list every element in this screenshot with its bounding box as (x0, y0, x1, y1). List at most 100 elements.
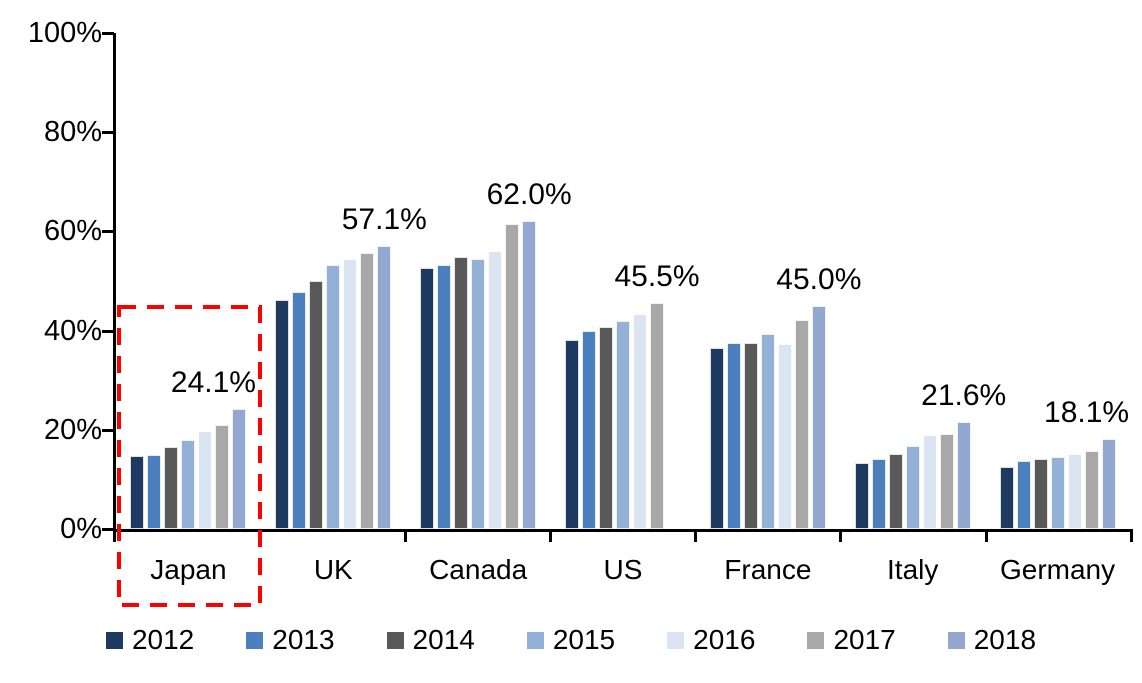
bar-germany-2015 (1050, 457, 1065, 529)
bar-canada-2012 (420, 267, 435, 529)
bar-us-2014 (599, 326, 613, 529)
bar-uk-2013 (292, 292, 307, 529)
bar-us-2015 (616, 321, 630, 529)
x-tick-mark (1130, 529, 1133, 542)
bar-germany-2012 (999, 467, 1014, 529)
bar-france-2018 (811, 305, 826, 529)
bar-italy-2017 (939, 434, 954, 529)
bar-japan-2017 (215, 424, 230, 529)
value-label-japan: 24.1% (170, 366, 256, 400)
y-tick-mark (102, 230, 114, 234)
bar-germany-2016 (1067, 453, 1082, 529)
bar-uk-2012 (275, 299, 290, 529)
bar-france-2014 (743, 342, 758, 529)
x-tick-mark (694, 529, 698, 542)
bar-us-2016 (633, 314, 647, 529)
bar-uk-2017 (360, 253, 375, 529)
value-label-canada: 62.0% (486, 178, 572, 212)
y-tick-mark (102, 32, 114, 35)
value-label-germany: 18.1% (1044, 396, 1130, 430)
legend-label: 2017 (833, 624, 896, 655)
bar-us-2013 (582, 330, 596, 529)
y-axis-tick-label: 80% (43, 116, 102, 149)
x-axis-category-label: France (724, 554, 812, 585)
x-axis-category-label: Canada (429, 554, 528, 585)
bar-italy-2013 (871, 459, 886, 529)
x-axis-category-label: Japan (150, 554, 227, 585)
bar-canada-2016 (488, 251, 503, 529)
bar-italy-2014 (888, 453, 903, 529)
x-axis-line (113, 529, 1133, 532)
bar-germany-2013 (1016, 461, 1031, 529)
legend-swatch-icon (386, 631, 404, 649)
legend-swatch-icon (947, 631, 965, 649)
x-tick-mark (258, 529, 262, 542)
bar-canada-2015 (471, 258, 486, 529)
x-tick-mark (839, 529, 843, 542)
x-axis-category-label: Germany (999, 554, 1116, 585)
bar-japan-2016 (198, 430, 213, 529)
bar-france-2017 (794, 319, 809, 529)
x-tick-mark (403, 529, 407, 542)
x-axis-category-label: Italy (887, 554, 939, 585)
y-tick-mark (102, 131, 114, 135)
x-axis-category-label: US (603, 554, 643, 585)
value-label-us: 45.5% (614, 260, 700, 294)
x-tick-mark (113, 529, 116, 542)
bar-us-2012 (565, 339, 579, 529)
legend-item-2017: 2017 (807, 623, 896, 657)
legend-item-2013: 2013 (246, 623, 335, 657)
bar-france-2012 (709, 348, 724, 529)
y-tick-mark (102, 428, 114, 432)
y-axis-tick-label: 60% (43, 215, 102, 248)
x-axis-category-label: UK (313, 554, 353, 585)
bar-france-2013 (726, 342, 741, 529)
y-axis-line (113, 33, 116, 532)
legend-label: 2016 (693, 624, 756, 655)
bar-germany-2017 (1084, 451, 1099, 529)
bar-canada-2018 (522, 221, 537, 529)
legend-swatch-icon (667, 631, 685, 649)
legend-label: 2018 (973, 624, 1037, 655)
y-tick-mark (102, 329, 114, 333)
bar-italy-2015 (905, 446, 920, 529)
legend-label: 2015 (552, 624, 616, 655)
legend-swatch-icon (807, 631, 825, 649)
bar-uk-2016 (343, 258, 358, 529)
legend-item-2015: 2015 (526, 623, 616, 657)
legend-swatch-icon (246, 631, 264, 649)
value-label-uk: 57.1% (341, 202, 427, 236)
bar-canada-2017 (505, 223, 520, 529)
legend-label: 2013 (272, 624, 335, 655)
bar-uk-2014 (309, 281, 324, 529)
bar-italy-2018 (956, 421, 971, 529)
bar-us-2017 (650, 303, 664, 529)
legend-label: 2014 (412, 624, 475, 655)
y-tick-mark (102, 528, 114, 531)
bar-japan-2012 (130, 455, 145, 529)
bar-italy-2012 (854, 463, 869, 529)
x-tick-mark (548, 529, 552, 542)
y-axis-tick-label: 40% (43, 314, 102, 347)
bar-uk-2015 (326, 265, 341, 529)
bar-canada-2014 (454, 257, 469, 529)
bar-germany-2018 (1101, 439, 1116, 529)
legend-label: 2012 (131, 624, 195, 655)
bar-uk-2018 (377, 245, 392, 529)
y-axis-tick-label: 0% (60, 513, 102, 545)
legend-swatch-icon (105, 631, 123, 649)
y-axis-tick-label: 100% (27, 17, 102, 49)
legend: 2012 2013 2014 2015 2016 2017 2018 (0, 620, 1142, 660)
bar-japan-2015 (181, 440, 196, 529)
x-tick-mark (984, 529, 988, 542)
bar-japan-2018 (232, 409, 247, 529)
legend-item-2016: 2016 (667, 623, 755, 657)
bar-france-2016 (777, 343, 792, 529)
value-label-france: 45.0% (776, 262, 862, 296)
bar-japan-2014 (164, 447, 179, 529)
legend-item-2014: 2014 (386, 623, 475, 657)
value-label-italy: 21.6% (921, 378, 1007, 412)
legend-swatch-icon (526, 631, 544, 649)
y-axis-tick-label: 20% (43, 413, 102, 446)
